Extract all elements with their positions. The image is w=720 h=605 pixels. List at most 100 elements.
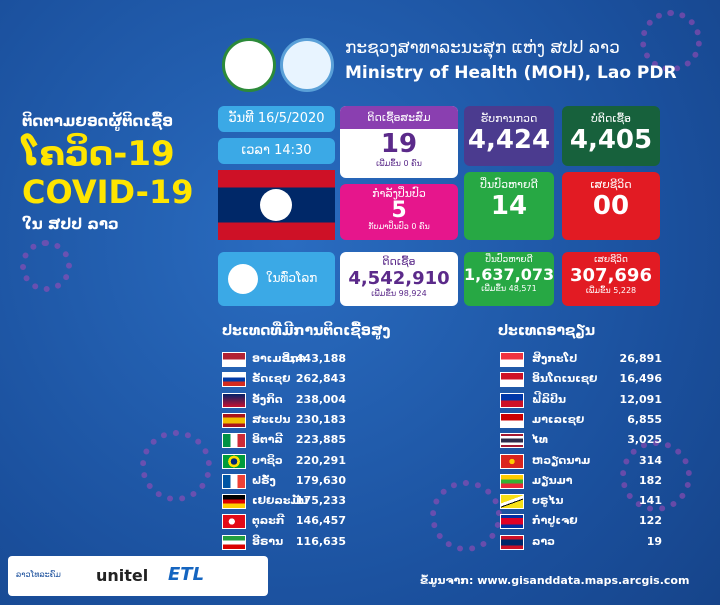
- country-row: [500, 431, 662, 449]
- country-row: [500, 350, 662, 368]
- country-row: [500, 492, 662, 510]
- country-name: ຫວຽດນາມ: [532, 453, 591, 467]
- country-cases: 230,183: [295, 412, 346, 426]
- country-cases: 262,843: [295, 372, 346, 386]
- title-lao: ໂຄວິດ-19: [22, 134, 175, 174]
- country-cases: 223,885: [295, 433, 346, 447]
- country-name: ອາເມຣິກາ: [252, 352, 306, 365]
- stat-box: ເສຍຊີວິດ 307,696 ເພີ່ມຂຶ້ນ 5,228: [562, 252, 660, 306]
- flag: [500, 372, 524, 388]
- country-name: ບາຊິວ: [252, 453, 283, 467]
- country-name: ຕຸລະກີ: [252, 514, 285, 528]
- country-cases: 220,291: [295, 453, 346, 467]
- country-name: ຟີລິປິນ: [532, 392, 567, 406]
- date: ວັນທີ 16/5/2020: [218, 106, 335, 132]
- logo: [280, 38, 334, 92]
- stat-box: ບໍ່ຕິດເຊື້ອ 4,405: [562, 106, 660, 166]
- country-name: ໄທ: [532, 433, 548, 447]
- stat-box: ຕິດເຊື້ອສະສົມ 19 ເພີ່ມຂຶ້ນ 0 ຄົນ: [340, 106, 458, 178]
- stat-note: ເພີ່ມຂຶ້ນ 5,228: [585, 286, 637, 295]
- country-cases: 26,891: [619, 352, 662, 365]
- country-cases: 146,457: [295, 514, 346, 528]
- stat-box: ຮັບການກວດ 4,424: [464, 106, 554, 166]
- logo: [222, 38, 276, 92]
- country-cases: 182: [639, 473, 662, 487]
- sponsor-logos: ລາວໂທລະຄົມ unitel ETL: [8, 556, 268, 596]
- stat-note: ເພີ່ມຂຶ້ນ 48,571: [481, 284, 537, 293]
- country-cases: 3,025: [627, 433, 662, 447]
- subtitle: ຕິດຕາມຍອດຜູ້ຕິດເຊື້ອ: [22, 112, 174, 130]
- stat-label: ເສຍຊີວິດ: [594, 255, 628, 265]
- flag: [500, 494, 524, 510]
- decoration: [140, 430, 212, 502]
- list-title: ປະເທດທີ່ມີການຕິດເຊື້ອສູງ: [222, 323, 391, 339]
- country-row: [222, 533, 346, 551]
- flag: [500, 412, 524, 428]
- stat-value: 00: [592, 191, 630, 221]
- flag: [500, 514, 524, 530]
- stat-value: 4,542,910: [348, 268, 450, 289]
- country-cases: 179,630: [295, 473, 346, 487]
- time: ເວລາ 14:30: [218, 138, 335, 164]
- country-cases: 175,233: [295, 494, 346, 508]
- country-cases: 122: [639, 514, 662, 528]
- country-row: [222, 350, 346, 368]
- country-name: ສິງກະໂປ: [532, 352, 578, 365]
- country-cases: 16,496: [619, 372, 662, 386]
- stat-value: 4,424: [467, 125, 551, 155]
- stat-box: ກຳລັງປິ່ນປົວ 5 ກັບມາປິ່ນປົວ 0 ຄົນ: [340, 184, 458, 240]
- country-cases: 6,855: [627, 412, 662, 426]
- lao-flag: [218, 170, 335, 240]
- header-en: Ministry of Health (MOH), Lao PDR: [345, 63, 677, 83]
- stat-value: 4,405: [569, 125, 653, 155]
- country-name: ມາເລເຊຍ: [532, 412, 585, 426]
- country-name: ອິນໂດເນເຊຍ: [532, 372, 598, 386]
- country-cases: 1,443,188: [284, 352, 346, 365]
- stat-label: ຮັບການກວດ: [480, 112, 538, 125]
- flag: [222, 372, 246, 388]
- stat-label: ຕິດເຊື້ອ: [382, 255, 416, 268]
- flag: [500, 534, 524, 550]
- country-name: ບຣູໄນ: [532, 494, 564, 508]
- flag: [500, 433, 524, 449]
- stat-label: ເສຍຊີວິດ: [590, 178, 632, 191]
- country-cases: 141: [639, 494, 662, 508]
- flag: [222, 352, 246, 367]
- country-row: [500, 411, 662, 429]
- flag: [222, 534, 246, 550]
- flag: [222, 392, 246, 408]
- country-row: [222, 391, 346, 409]
- country-row: [222, 492, 346, 510]
- country-name: ມຽນມາ: [532, 473, 573, 487]
- country-name: ລາວ: [532, 534, 556, 548]
- stat-box: ປິ່ນປົວຫາຍດີ 1,637,073 ເພີ່ມຂຶ້ນ 48,571: [464, 252, 554, 306]
- country-row: [500, 472, 662, 490]
- country-cases: 314: [639, 453, 662, 467]
- flag: [500, 352, 524, 367]
- world-label: ໃນທົ່ວໂລກ: [266, 271, 318, 285]
- list-title: ປະເທດອາຊຽນ: [498, 323, 596, 339]
- flag: [500, 453, 524, 469]
- stat-label: ກຳລັງປິ່ນປົວ: [372, 187, 426, 200]
- flag: [500, 392, 524, 408]
- flag: [222, 514, 246, 530]
- logo-text: ETL: [168, 564, 205, 585]
- stat-value: 1,637,073: [464, 265, 554, 284]
- logo-text: unitel: [96, 566, 149, 585]
- country-row: [222, 431, 346, 449]
- country-name: ຝຣັ່ງ: [252, 473, 276, 487]
- stat-label: ປິ່ນປົວຫາຍດີ: [480, 178, 538, 191]
- world-box: ໃນທົ່ວໂລກ: [218, 252, 335, 306]
- country-row: [222, 512, 346, 530]
- flag: [222, 494, 246, 510]
- subtitle: ໃນ ສປປ ລາວ: [22, 215, 119, 233]
- header-lao: ກະຊວງສາທາລະນະສຸກ ແຫ່ງ ສປປ ລາວ: [345, 38, 620, 58]
- stat-value: 5: [391, 198, 407, 223]
- country-row: [500, 452, 662, 470]
- stat-label: ປິ່ນປົວຫາຍດີ: [485, 255, 533, 265]
- country-name: ເຢຍລະມັນ: [252, 494, 308, 508]
- source: ຂໍ້ມູນຈາກ: www.gisanddata.maps.arcgis.co…: [420, 574, 690, 587]
- stat-value: 19: [380, 129, 418, 159]
- country-row: [222, 452, 346, 470]
